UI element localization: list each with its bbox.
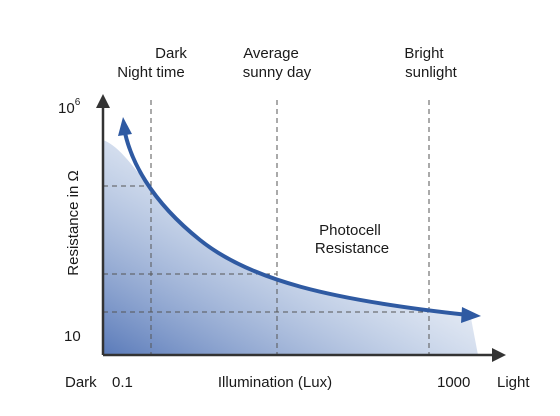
curve-arrow-top-icon [118, 117, 132, 136]
ref-label-average-line1: Average [243, 45, 299, 62]
y-axis-label: Resistance in Ω [65, 170, 82, 275]
photocell-resistance-curve [122, 126, 470, 317]
x-end-label-dark: Dark [65, 374, 97, 391]
ref-label-bright-line1: Bright [404, 45, 444, 62]
y-tick-bottom: 10 [64, 328, 81, 345]
curve-arrow-right-icon [461, 307, 481, 323]
y-tick-top: 106 [58, 97, 81, 117]
curve-label-line1: Photocell [319, 222, 381, 239]
x-end-label-light: Light [497, 374, 530, 391]
x-tick-1000: 1000 [437, 374, 470, 391]
x-tick-0-1: 0.1 [112, 374, 133, 391]
ref-label-average-line2: sunny day [243, 64, 312, 81]
ref-label-dark-line1: Dark [155, 45, 187, 62]
curve-label-line2: Resistance [315, 240, 389, 257]
ref-label-dark-line2: Night time [117, 64, 185, 81]
y-axis-arrow-icon [96, 94, 110, 108]
resistance-area-fill [103, 140, 478, 355]
y-tick-top-exponent: 6 [75, 97, 81, 108]
x-axis-label: Illumination (Lux) [218, 374, 332, 391]
x-axis-arrow-icon [492, 348, 506, 362]
ref-label-bright-line2: sunlight [405, 64, 458, 81]
